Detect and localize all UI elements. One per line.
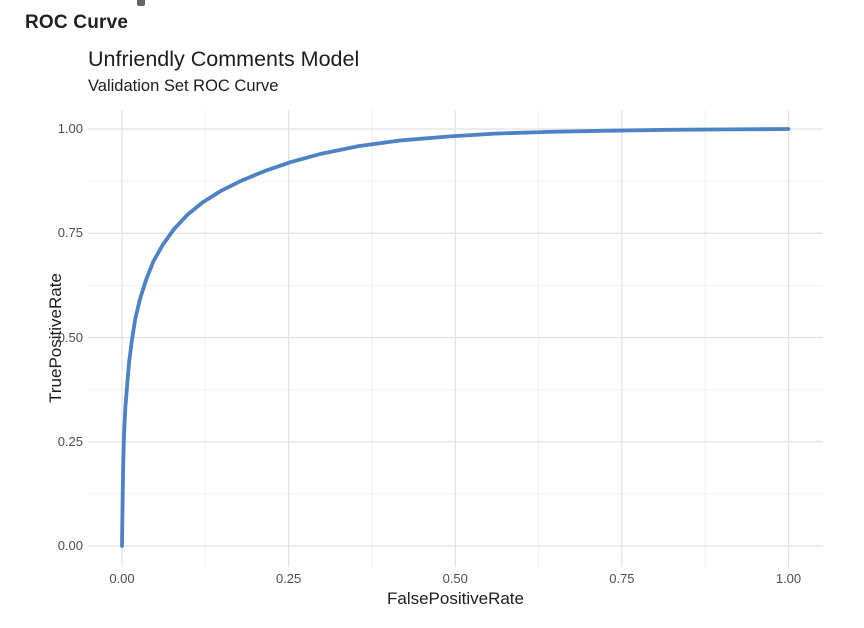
chart-title: Unfriendly Comments Model [88, 47, 360, 71]
x-axis-title: FalsePositiveRate [386, 589, 524, 608]
x-tick-label: 0.25 [275, 571, 302, 586]
clipped-text-fragment [137, 0, 145, 6]
x-tick-label: 1.00 [775, 571, 802, 586]
plot-panel [88, 110, 823, 567]
x-tick-label: 0.75 [609, 571, 635, 586]
y-tick-label: 0.50 [57, 329, 83, 345]
x-tick-label: 0.00 [109, 571, 135, 586]
section-heading: ROC Curve [25, 12, 129, 33]
chart-subtitle: Validation Set ROC Curve [88, 77, 279, 95]
y-tick-label: 0.00 [57, 538, 83, 553]
roc-curve-plot [88, 110, 823, 567]
y-tick-label: 0.75 [57, 225, 83, 241]
y-tick-label: 1.00 [57, 121, 83, 136]
x-tick-label: 0.50 [442, 571, 468, 586]
y-tick-label: 0.25 [57, 433, 83, 449]
roc-curve-line [120, 127, 791, 548]
